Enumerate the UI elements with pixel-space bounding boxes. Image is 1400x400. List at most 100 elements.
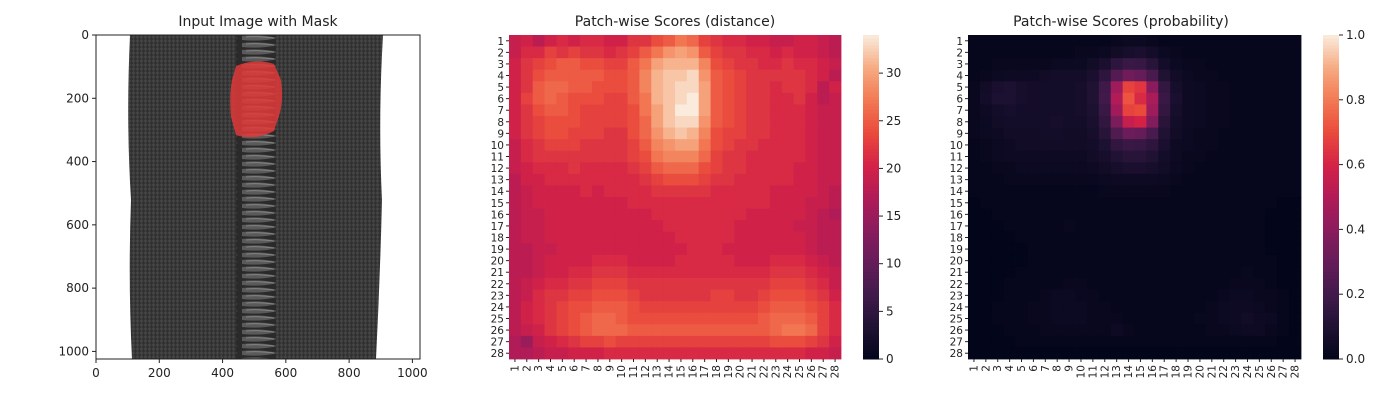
heatmap-cell [556,243,569,256]
colorbar-segment [863,116,879,120]
heatmap-cell [781,301,794,314]
heatmap-cell [1027,58,1040,71]
heatmap-cell [663,104,676,117]
heatmap-cell [627,185,640,198]
heatmap-cell [793,278,806,290]
heatmap-cell [520,220,534,233]
x-tick-label: 17 [699,365,711,378]
heatmap-cell [991,150,1005,163]
heatmap-cell [1289,150,1302,163]
heatmap-cell [1015,347,1028,360]
colorbar-segment [863,154,879,159]
heatmap-cell [580,335,593,348]
heatmap-cell [1182,243,1195,256]
colorbar-segment [863,274,879,279]
heatmap-cell [1241,197,1254,209]
heatmap-cell [817,266,830,279]
y-tick-label: 20 [491,256,504,268]
y-tick-label: 6 [497,94,504,106]
heatmap-cell [1241,81,1254,94]
heatmap-cell [532,208,545,221]
heatmap-cell [710,116,723,128]
heatmap-cell [979,92,993,105]
heatmap-cell [805,243,818,256]
heatmap-cell [805,197,818,209]
heatmap-cell [675,139,688,152]
heatmap-cell [615,289,628,302]
heatmap-cell [793,208,806,221]
y-tick-label: 7 [956,105,963,117]
heatmap-cell [722,162,735,175]
heatmap-cell [1051,92,1064,105]
heatmap-cell [793,254,806,267]
heatmap-cell [651,150,664,163]
heatmap-cell [1241,139,1254,152]
colorbar-tick-label: 0 [886,352,894,366]
y-tick-label: 24 [491,302,505,314]
heatmap-cell [1193,208,1207,221]
heatmap-cell [1051,301,1064,314]
heatmap-cell [603,220,617,233]
heatmap-cell [1217,289,1231,302]
heatmap-cell [805,116,818,128]
heatmap-cell [710,150,723,163]
x-tick-label: 25 [794,365,806,378]
heatmap-cell [603,266,617,279]
heatmap-cell [758,278,771,290]
heatmap-cell [580,127,593,140]
heatmap-cell [1110,173,1123,186]
heatmap-cell [1039,81,1052,94]
heatmap-cell [817,243,830,256]
heatmap-cell [1193,162,1207,175]
colorbar-segment [1323,310,1339,315]
heatmap-cell [1265,278,1278,290]
y-tick-label: 21 [491,267,504,279]
heatmap-cell [1098,243,1112,256]
heatmap-cell [1086,92,1100,105]
colorbar-segment [863,197,879,201]
heatmap-cell [722,58,735,71]
heatmap-cell [639,116,652,128]
heatmap-cell [758,208,771,221]
heatmap-cell [805,127,818,140]
heatmap-cell [793,127,806,140]
colorbar-segment [863,90,879,94]
heatmap-cell [991,185,1005,198]
heatmap-cell [1289,312,1302,325]
heatmap-cell [1063,335,1076,348]
heatmap-cell [1015,289,1028,302]
heatmap-cell [1086,150,1100,163]
colorbar-segment [863,171,879,175]
heatmap-cell [1063,243,1076,256]
heatmap-cell [968,220,981,233]
heatmap-cell [722,69,735,82]
heatmap-cell [592,116,605,128]
heatmap-cell [1063,266,1076,279]
colorbar-segment [863,67,879,72]
heatmap-cell [627,58,640,71]
heatmap-cell [603,81,617,94]
heatmap-cell [968,301,981,314]
heatmap-cell [675,35,688,47]
heatmap-cell [544,162,557,175]
heatmap-cell [968,69,981,82]
heatmap-cell [1051,231,1064,244]
heatmap-cell [639,150,652,163]
heatmap-cell [805,104,818,117]
heatmap-cell [1027,92,1040,105]
heatmap-cell [1253,289,1266,302]
heatmap-cell [686,81,700,94]
heatmap-cell [532,335,545,348]
heatmap-cell [698,127,711,140]
colorbar-segment [1323,99,1339,104]
heatmap-cell [746,58,759,71]
heatmap-cell [592,347,605,360]
heatmap-cell [829,335,842,348]
heatmap-cell [1277,69,1290,82]
heatmap-cell [663,116,676,128]
heatmap-cell [1277,289,1290,302]
heatmap-cell [805,231,818,244]
heatmap-cell [1205,220,1219,233]
heatmap-cell [1051,69,1064,82]
heatmap-cell [1075,312,1088,325]
